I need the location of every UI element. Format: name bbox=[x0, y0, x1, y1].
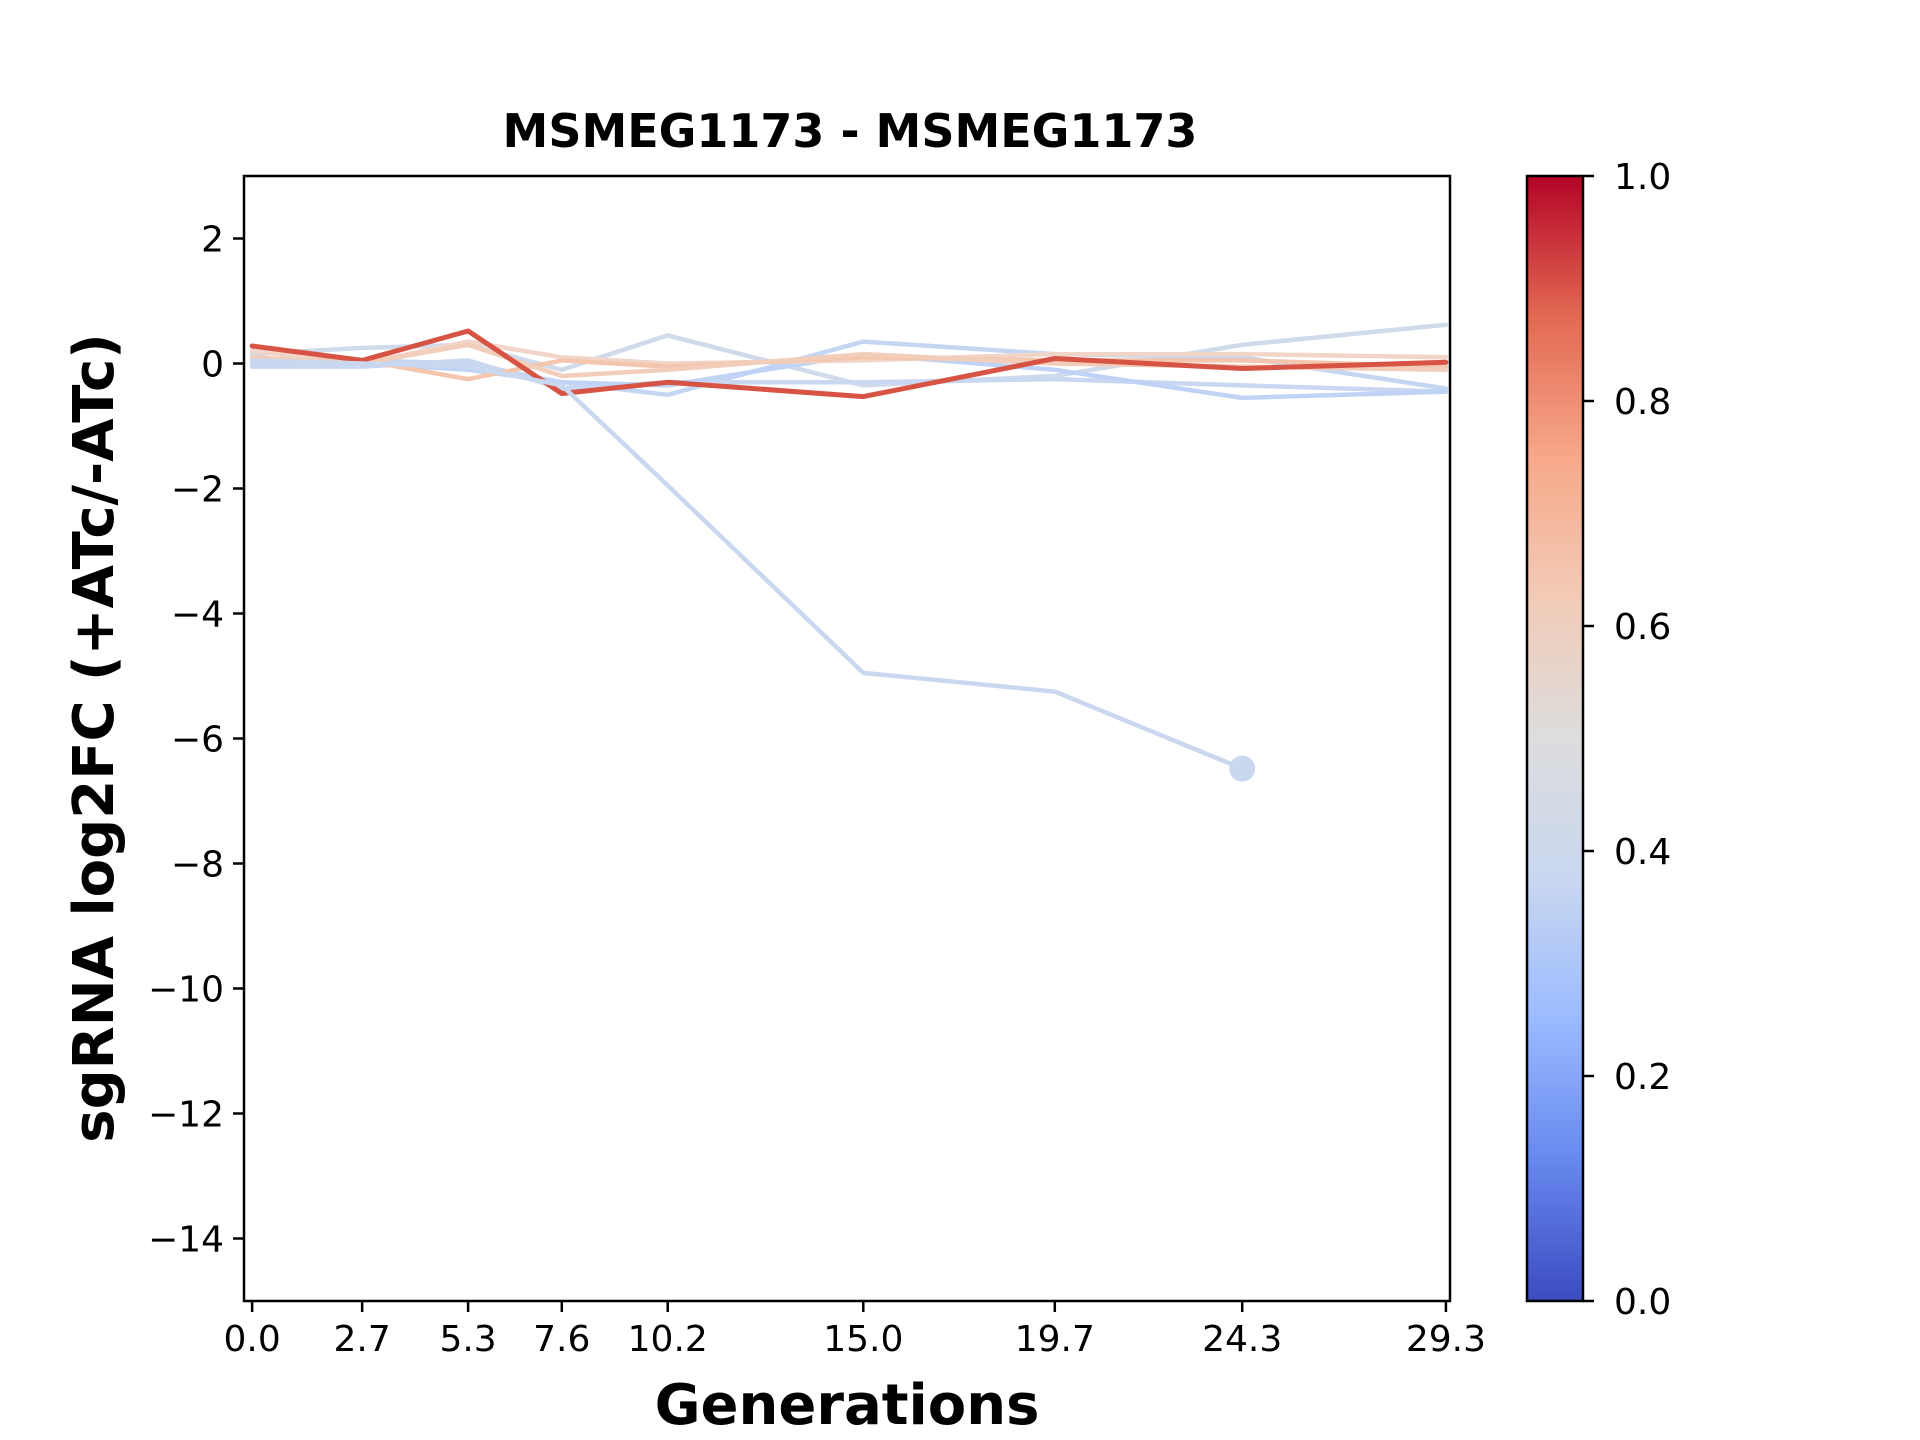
colorbar-tick-label: 0.4 bbox=[1614, 832, 1671, 873]
x-axis-label: Generations bbox=[655, 1373, 1040, 1438]
y-tick-label: −10 bbox=[148, 970, 224, 1011]
x-tick-label: 19.7 bbox=[1015, 1319, 1095, 1360]
colorbar-tick-label: 0.0 bbox=[1614, 1282, 1671, 1323]
x-tick-label: 5.3 bbox=[439, 1319, 496, 1360]
colorbar-gradient bbox=[1525, 174, 1585, 1303]
colorbar-tick-label: 0.2 bbox=[1614, 1057, 1671, 1098]
x-tick-label: 0.0 bbox=[224, 1319, 281, 1360]
series-end-point bbox=[1229, 755, 1256, 782]
chart-title: MSMEG1173 - MSMEG1173 bbox=[503, 104, 1198, 158]
y-tick-label: −6 bbox=[171, 720, 224, 761]
y-tick-label: 0 bbox=[201, 345, 224, 386]
y-tick-label: −2 bbox=[171, 470, 224, 511]
colorbar: 0.0 0.2 0.4 0.6 0.8 1.0 bbox=[1525, 157, 1671, 1323]
colorbar-ticks: 0.0 0.2 0.4 0.6 0.8 1.0 bbox=[1583, 157, 1671, 1323]
x-tick-label: 15.0 bbox=[823, 1319, 903, 1360]
y-tick-label: 2 bbox=[201, 220, 224, 261]
y-tick-label: −4 bbox=[171, 595, 224, 636]
y-tick-label: −12 bbox=[148, 1095, 224, 1136]
colorbar-tick-label: 0.6 bbox=[1614, 607, 1671, 648]
x-tick-label: 7.6 bbox=[533, 1319, 590, 1360]
plot-area bbox=[249, 322, 1449, 782]
x-tick-label: 10.2 bbox=[628, 1319, 708, 1360]
colorbar-tick-label: 1.0 bbox=[1614, 157, 1671, 198]
x-tick-label: 29.3 bbox=[1406, 1319, 1486, 1360]
series-line bbox=[249, 328, 1449, 400]
y-tick-label: −14 bbox=[148, 1220, 224, 1261]
colorbar-tick-label: 0.8 bbox=[1614, 382, 1671, 423]
series-line bbox=[249, 358, 1245, 771]
y-axis: 2 0 −2 −4 −6 −8 −10 −12 −14 bbox=[148, 220, 244, 1261]
y-axis-label: sgRNA log2FC (+ATc/-ATc) bbox=[62, 333, 127, 1143]
x-tick-label: 24.3 bbox=[1202, 1319, 1282, 1360]
x-axis: 0.0 2.7 5.3 7.6 10.2 15.0 19.7 24.3 29.3 bbox=[224, 1301, 1486, 1360]
x-tick-label: 2.7 bbox=[334, 1319, 391, 1360]
y-tick-label: −8 bbox=[171, 845, 224, 886]
